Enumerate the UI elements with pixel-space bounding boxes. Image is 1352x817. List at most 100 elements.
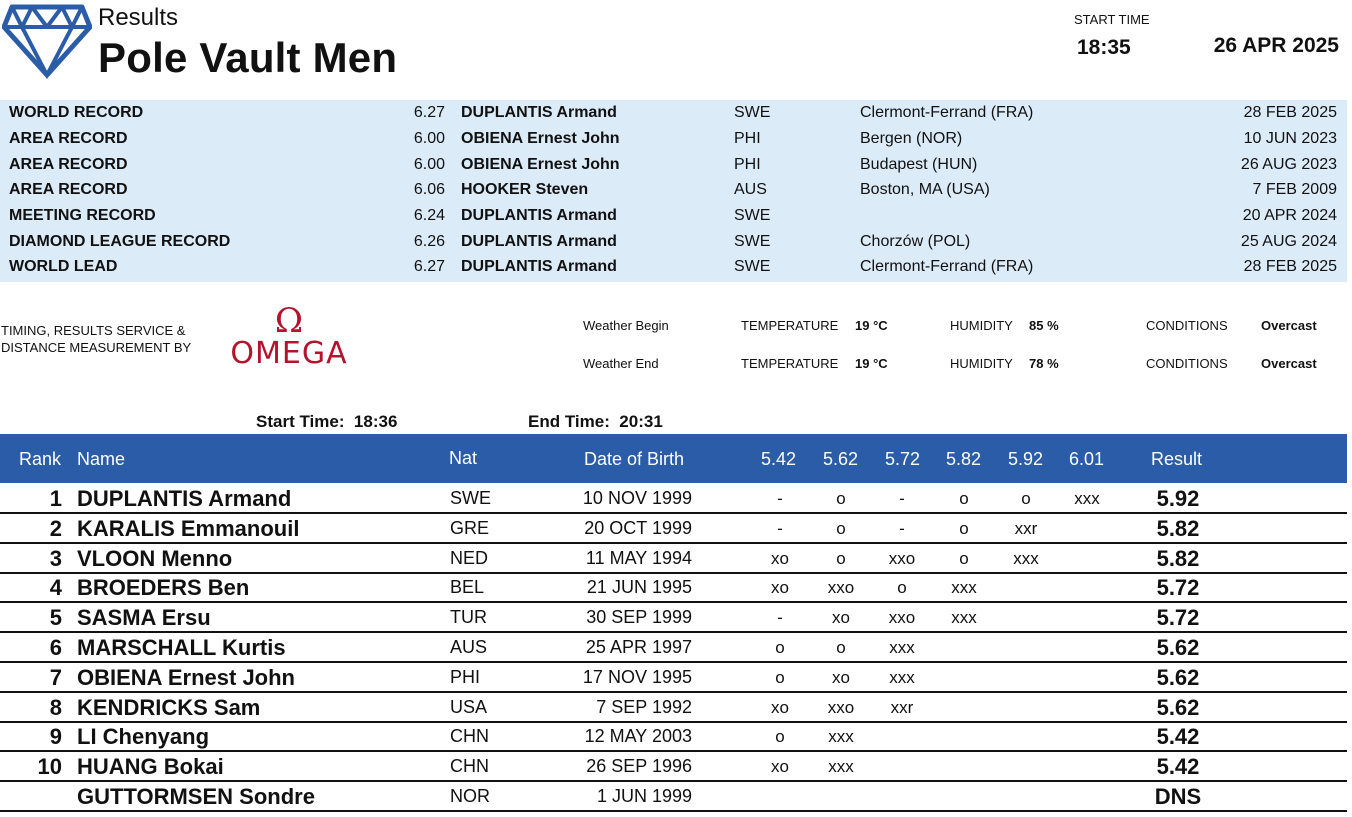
record-mark: 6.27 (413, 104, 445, 121)
athlete-nat: BEL (450, 577, 485, 598)
column-header-height: 5.92 (1008, 449, 1044, 469)
attempt-cell: xxx (889, 638, 915, 657)
athlete-name: VLOON Menno (77, 545, 233, 571)
record-nat: SWE (734, 207, 771, 224)
record-row: MEETING RECORD 6.24 DUPLANTIS Armand SWE 20 … (0, 203, 1347, 228)
results-table-header: Rank Name Nat Date of Birth 5.42 5.62 5.… (0, 434, 1347, 483)
event-date: 26 APR 2025 (1213, 34, 1339, 57)
athlete-result: 5.62 (1156, 635, 1200, 660)
athlete-nat: NED (450, 547, 489, 568)
record-venue: Chorzów (POL) (860, 233, 971, 250)
attempt-cell: o (897, 578, 907, 598)
attempt-cell: xxo (888, 548, 916, 568)
athlete-dob: 12 MAY 2003 (584, 726, 692, 747)
record-mark: 6.00 (413, 156, 445, 173)
athlete-nat: PHI (450, 666, 481, 687)
record-type: WORLD LEAD (9, 258, 118, 275)
athlete-nat: SWE (450, 488, 492, 508)
record-type: AREA RECORD (9, 181, 128, 198)
result-row: 4 BROEDERS Ben BEL 21 JUN 1995 xo xxo o xxx 5.72 (0, 573, 1347, 604)
conditions-value: Overcast (1261, 356, 1317, 371)
attempt-cell: o (836, 548, 846, 568)
attempt-cell: o (775, 638, 785, 657)
athlete-nat: AUS (450, 637, 488, 657)
athlete-name: KARALIS Emmanouil (77, 515, 300, 541)
athlete-dob: 30 SEP 1999 (586, 607, 692, 628)
result-row: 2 KARALIS Emmanouil GRE 20 OCT 1999 - o - o xxr 5… (0, 514, 1347, 544)
record-date: 25 AUG 2024 (1240, 233, 1337, 250)
athlete-dob: 21 JUN 1995 (586, 577, 692, 598)
record-nat: SWE (734, 258, 771, 275)
record-date: 28 FEB 2025 (1243, 258, 1337, 275)
record-date: 26 AUG 2023 (1240, 156, 1337, 173)
athlete-name: OBIENA Ernest John (77, 664, 295, 690)
athlete-dob: 17 NOV 1995 (582, 666, 692, 687)
record-venue: Clermont-Ferrand (FRA) (860, 104, 1034, 121)
athlete-nat: TUR (450, 607, 487, 628)
athlete-rank: 7 (49, 664, 62, 690)
athlete-rank: 8 (49, 694, 62, 720)
column-header-name: Name (77, 449, 126, 469)
record-mark: 6.00 (413, 130, 445, 147)
record-mark: 6.06 (413, 181, 445, 198)
temperature-value: 19 °C (855, 318, 888, 333)
timing-credit-line-1: TIMING, RESULTS SERVICE & (1, 323, 186, 338)
temperature-label: TEMPERATURE (741, 318, 839, 333)
attempt-cell: xxo (888, 608, 916, 628)
athlete-dob: 20 OCT 1999 (584, 517, 692, 538)
record-holder: DUPLANTIS Armand (461, 104, 617, 121)
athlete-rank: 6 (49, 635, 62, 660)
attempt-cell: xxo (827, 697, 855, 717)
record-type: AREA RECORD (9, 130, 128, 147)
record-holder: DUPLANTIS Armand (461, 233, 617, 250)
record-type: MEETING RECORD (9, 207, 156, 224)
weather-row-label: Weather Begin (583, 318, 669, 333)
athlete-name: KENDRICKS Sam (77, 694, 261, 720)
omega-wordmark: OMEGA (230, 336, 348, 371)
athlete-result: 5.42 (1156, 754, 1200, 780)
athlete-name: HUANG Bokai (77, 754, 224, 780)
document-type-label: Results (98, 4, 179, 31)
record-row: AREA RECORD 6.00 OBIENA Ernest John PHI Buda… (0, 152, 1347, 177)
record-nat: AUS (734, 181, 767, 198)
attempt-cell: - (899, 518, 905, 538)
athlete-nat: GRE (450, 517, 490, 538)
timing-credit-label: TIMING, RESULTS SERVICE & DISTANCE MEASU… (1, 322, 201, 356)
record-holder: DUPLANTIS Armand (461, 207, 617, 224)
records-table: WORLD RECORD 6.27 DUPLANTIS Armand SWE Clerm… (0, 100, 1347, 282)
attempt-cell: xxo (827, 578, 855, 598)
attempt-cell: o (836, 489, 846, 508)
athlete-dob: 10 NOV 1999 (582, 488, 692, 508)
athlete-dob: 25 APR 1997 (585, 637, 692, 657)
attempt-cell: - (777, 518, 783, 538)
record-holder: DUPLANTIS Armand (461, 258, 617, 275)
athlete-rank: 3 (49, 545, 62, 571)
attempt-cell: xxx (951, 578, 977, 598)
athlete-name: DUPLANTIS Armand (77, 486, 292, 511)
column-header-rank: Rank (19, 449, 62, 469)
attempt-cell: o (959, 548, 969, 568)
competition-start-time: Start Time: 18:36 (256, 412, 398, 431)
attempt-cell: xo (832, 667, 850, 687)
record-date: 20 APR 2024 (1242, 207, 1337, 224)
athlete-result: 5.72 (1156, 575, 1200, 601)
attempt-cell: xo (832, 608, 850, 628)
humidity-label: HUMIDITY (950, 318, 1013, 333)
athlete-dob: 1 JUN 1999 (596, 786, 692, 806)
omega-logo: Ω OMEGA (222, 304, 356, 374)
record-venue: Boston, MA (USA) (860, 181, 990, 198)
temperature-value: 19 °C (855, 356, 888, 371)
record-holder: OBIENA Ernest John (461, 130, 620, 147)
conditions-value: Overcast (1261, 318, 1317, 333)
athlete-name: LI Chenyang (77, 724, 210, 750)
conditions-label: CONDITIONS (1146, 318, 1228, 333)
start-time-value: 18:35 (1077, 36, 1131, 59)
record-type: AREA RECORD (9, 156, 128, 173)
athlete-result: 5.72 (1156, 605, 1200, 631)
humidity-value: 78 % (1029, 356, 1059, 371)
humidity-label: HUMIDITY (950, 356, 1013, 371)
athlete-dob: 7 SEP 1992 (596, 696, 692, 717)
column-header-height: 5.42 (761, 449, 797, 469)
attempt-cell: xxr (890, 697, 914, 717)
result-row: 10 HUANG Bokai CHN 26 SEP 1996 xo xxx 5.42 (0, 752, 1347, 783)
